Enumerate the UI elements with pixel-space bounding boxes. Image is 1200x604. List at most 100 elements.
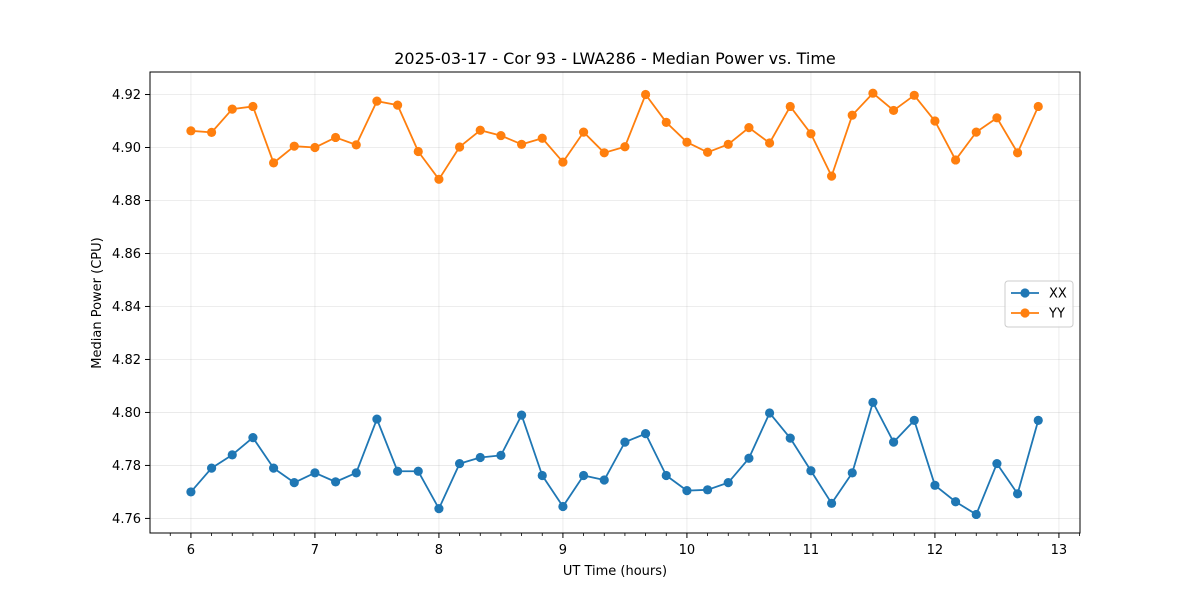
data-point-xx — [992, 458, 1002, 469]
data-point-yy — [413, 146, 423, 157]
data-point-yy — [909, 90, 919, 100]
y-tick-label: 4.76 — [112, 512, 141, 527]
x-axis-ticks: 6 7 8 9 10 11 12 13 — [169, 533, 1080, 558]
data-point-xx — [351, 468, 361, 478]
data-point-yy — [971, 127, 981, 137]
chart-title: 2025-03-17 - Cor 93 - LWA286 - Median Po… — [394, 49, 836, 68]
data-point-xx — [392, 466, 403, 476]
x-tick-label: 7 — [311, 543, 319, 558]
data-point-xx — [434, 504, 444, 514]
data-point-xx — [950, 497, 961, 507]
legend-swatch-marker — [1020, 288, 1030, 298]
series-yy — [186, 88, 1043, 184]
data-point-yy — [868, 88, 878, 98]
data-point-xx — [930, 480, 940, 490]
data-point-xx — [475, 452, 485, 463]
data-point-xx — [413, 466, 423, 476]
data-point-xx — [1033, 415, 1043, 425]
data-point-xx — [620, 437, 630, 447]
legend-swatch-marker — [1020, 308, 1030, 318]
x-tick-label: 10 — [679, 543, 696, 558]
data-point-xx — [744, 453, 754, 463]
data-point-yy — [620, 142, 630, 152]
data-point-xx — [310, 468, 320, 478]
series-xx — [186, 397, 1043, 520]
data-point-xx — [888, 437, 899, 447]
data-point-yy — [372, 96, 382, 106]
data-point-yy — [496, 130, 506, 141]
data-point-yy — [785, 101, 795, 112]
data-point-xx — [248, 433, 258, 443]
legend-label: YY — [1048, 307, 1065, 322]
y-axis-ticks: 4.76 4.78 4.80 4.82 4.84 4.86 4.88 4.90 4.92 — [112, 88, 150, 527]
data-point-yy — [1033, 101, 1043, 112]
data-point-xx — [599, 475, 609, 485]
data-point-yy — [578, 127, 589, 137]
legend: XX YY — [1004, 280, 1074, 328]
x-tick-label: 8 — [435, 543, 443, 558]
y-tick-label: 4.88 — [112, 194, 141, 209]
x-tick-label: 9 — [559, 543, 567, 558]
y-tick-label: 4.82 — [112, 353, 141, 368]
data-point-yy — [206, 127, 217, 138]
data-point-xx — [785, 433, 795, 443]
series-layer — [186, 88, 1043, 520]
x-tick-label: 6 — [187, 543, 195, 558]
y-axis-label: Median Power (CPU) — [90, 237, 105, 368]
x-tick-label: 12 — [927, 543, 944, 558]
data-point-yy — [930, 116, 940, 126]
y-tick-label: 4.92 — [112, 88, 141, 103]
legend-item-xx: XX — [1011, 287, 1067, 302]
data-point-yy — [289, 141, 299, 151]
data-point-xx — [847, 468, 857, 478]
data-point-yy — [847, 110, 857, 120]
x-axis-label: UT Time (hours) — [563, 564, 667, 579]
data-point-yy — [434, 174, 444, 184]
data-point-yy — [661, 117, 671, 127]
data-point-yy — [558, 157, 568, 167]
data-point-xx — [186, 487, 196, 497]
data-point-yy — [992, 113, 1002, 123]
data-point-xx — [826, 498, 837, 508]
data-point-yy — [516, 139, 527, 149]
data-point-xx — [206, 463, 217, 473]
data-point-xx — [971, 509, 981, 520]
data-point-xx — [537, 470, 547, 481]
data-point-yy — [826, 171, 837, 181]
y-tick-label: 4.84 — [112, 300, 141, 315]
y-tick-label: 4.78 — [112, 459, 141, 474]
data-point-yy — [310, 142, 320, 153]
data-point-yy — [640, 89, 651, 100]
data-point-xx — [289, 478, 299, 488]
data-point-xx — [909, 415, 919, 425]
data-point-xx — [640, 429, 651, 439]
data-point-yy — [702, 147, 713, 157]
data-point-yy — [950, 155, 961, 165]
y-tick-label: 4.90 — [112, 141, 141, 156]
data-point-xx — [682, 486, 692, 496]
data-point-xx — [496, 450, 506, 460]
data-point-xx — [330, 477, 341, 487]
legend-item-yy: YY — [1011, 307, 1065, 322]
data-point-xx — [764, 408, 775, 418]
data-point-yy — [248, 101, 258, 112]
y-tick-label: 4.86 — [112, 247, 141, 262]
data-point-yy — [227, 104, 237, 114]
data-point-yy — [330, 132, 341, 143]
data-point-xx — [702, 485, 713, 495]
data-point-yy — [888, 105, 899, 116]
data-point-xx — [227, 450, 237, 460]
data-point-yy — [186, 126, 196, 136]
data-point-xx — [268, 463, 279, 473]
data-point-xx — [868, 397, 878, 407]
data-point-xx — [806, 466, 816, 476]
data-point-yy — [599, 148, 609, 158]
plot-frame — [149, 71, 1081, 534]
data-point-yy — [744, 123, 754, 133]
data-point-xx — [558, 501, 568, 512]
data-point-xx — [454, 458, 465, 469]
data-point-xx — [661, 470, 671, 481]
